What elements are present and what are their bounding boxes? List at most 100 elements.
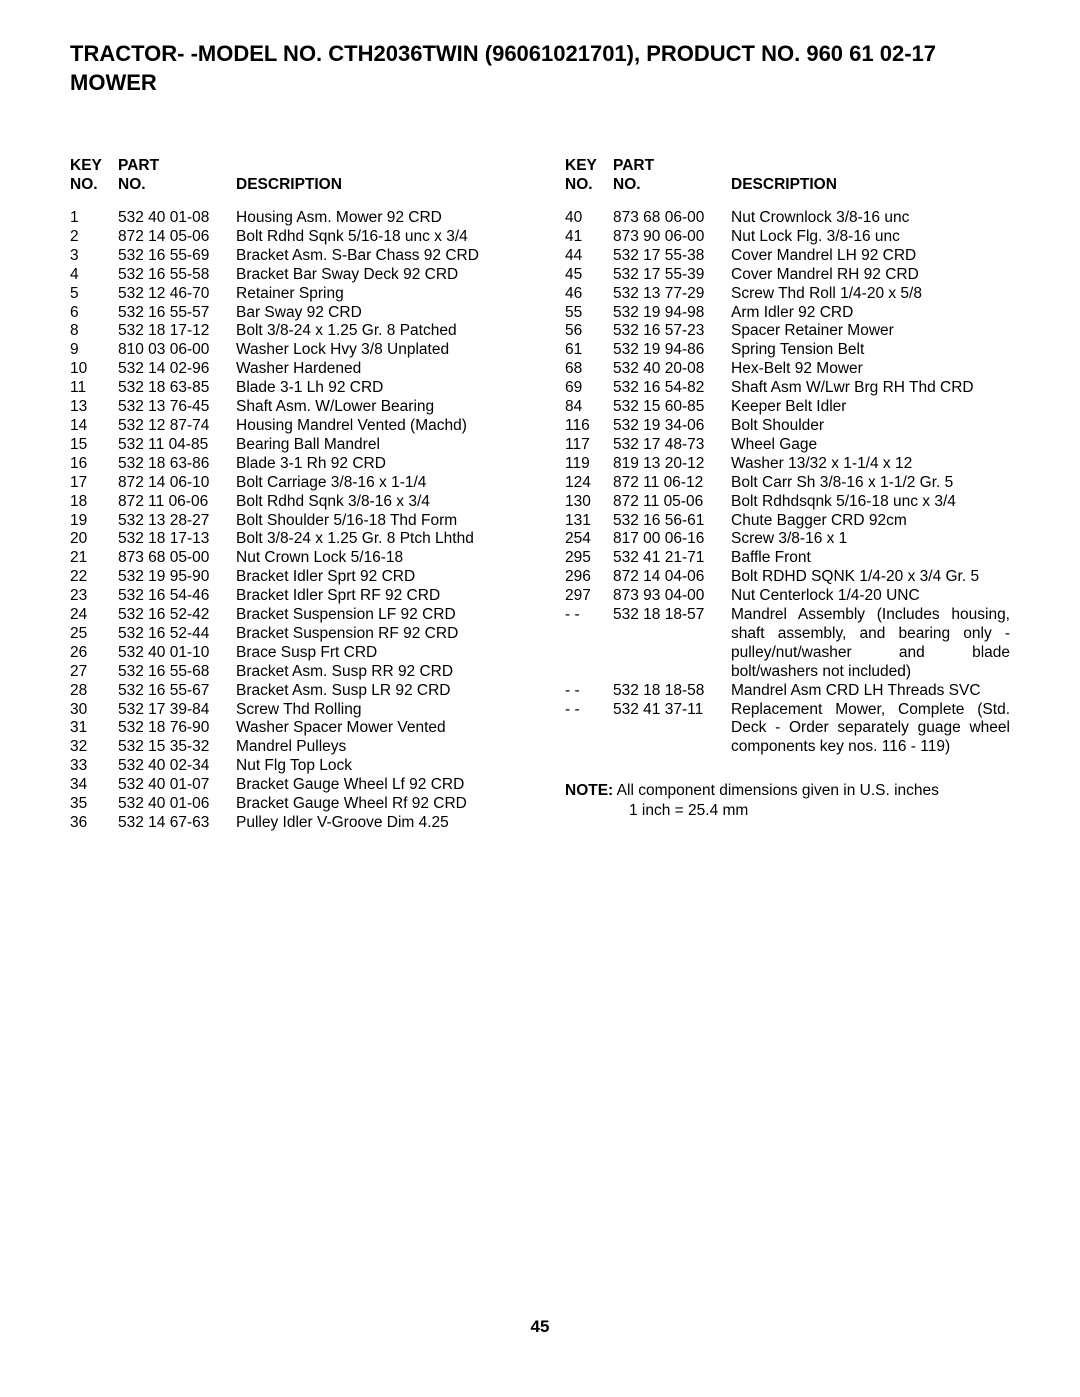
- table-row: 130872 11 05-06Bolt Rdhdsqnk 5/16-18 unc…: [565, 493, 1010, 512]
- note-text-2: 1 inch = 25.4 mm: [565, 801, 1010, 820]
- key-no: 69: [565, 379, 613, 398]
- description: Bolt RDHD SQNK 1/4-20 x 3/4 Gr. 5: [731, 568, 1010, 587]
- key-no: 130: [565, 493, 613, 512]
- key-no: 61: [565, 341, 613, 360]
- key-no: 1: [70, 209, 118, 228]
- key-no: 8: [70, 322, 118, 341]
- table-header: KEY NO. PART NO. DESCRIPTION: [565, 157, 1010, 195]
- table-row: 55532 19 94-98Arm Idler 92 CRD: [565, 304, 1010, 323]
- table-row: 44532 17 55-38Cover Mandrel LH 92 CRD: [565, 247, 1010, 266]
- table-row: 41873 90 06-00Nut Lock Flg. 3/8-16 unc: [565, 228, 1010, 247]
- part-no: 532 16 52-44: [118, 625, 236, 644]
- key-no: 24: [70, 606, 118, 625]
- hdr-key-2: NO.: [565, 176, 593, 193]
- key-no: 14: [70, 417, 118, 436]
- description: Bolt Rdhd Sqnk 3/8-16 x 3/4: [236, 493, 515, 512]
- part-no: 532 18 17-12: [118, 322, 236, 341]
- description: Washer 13/32 x 1-1/4 x 12: [731, 455, 1010, 474]
- table-row: 119819 13 20-12Washer 13/32 x 1-1/4 x 12: [565, 455, 1010, 474]
- part-no: 872 11 05-06: [613, 493, 731, 512]
- table-row: 28532 16 55-67Bracket Asm. Susp LR 92 CR…: [70, 682, 515, 701]
- key-no: 22: [70, 568, 118, 587]
- key-no: 5: [70, 285, 118, 304]
- key-no: 46: [565, 285, 613, 304]
- key-no: 254: [565, 530, 613, 549]
- part-no: 532 13 76-45: [118, 398, 236, 417]
- title-line-1: TRACTOR- -MODEL NO. CTH2036TWIN (9606102…: [70, 41, 936, 66]
- description: Bolt Carriage 3/8-16 x 1-1/4: [236, 474, 515, 493]
- table-row: 36532 14 67-63Pulley Idler V-Groove Dim …: [70, 814, 515, 833]
- key-no: 297: [565, 587, 613, 606]
- hdr-part-1: PART: [118, 157, 159, 174]
- part-no: 532 16 56-61: [613, 512, 731, 531]
- table-row: 21873 68 05-00Nut Crown Lock 5/16-18: [70, 549, 515, 568]
- key-no: 68: [565, 360, 613, 379]
- table-row: 17872 14 06-10Bolt Carriage 3/8-16 x 1-1…: [70, 474, 515, 493]
- part-no: 872 11 06-06: [118, 493, 236, 512]
- table-row: 117532 17 48-73Wheel Gage: [565, 436, 1010, 455]
- note-text-1: All component dimensions given in U.S. i…: [617, 782, 939, 799]
- part-no: 532 11 04-85: [118, 436, 236, 455]
- key-no: - -: [565, 606, 613, 682]
- key-no: 4: [70, 266, 118, 285]
- table-row: 40873 68 06-00Nut Crownlock 3/8-16 unc: [565, 209, 1010, 228]
- description: Bearing Ball Mandrel: [236, 436, 515, 455]
- part-no: 817 00 06-16: [613, 530, 731, 549]
- key-no: 10: [70, 360, 118, 379]
- table-row: 2872 14 05-06Bolt Rdhd Sqnk 5/16-18 unc …: [70, 228, 515, 247]
- part-no: 532 16 55-57: [118, 304, 236, 323]
- description: Arm Idler 92 CRD: [731, 304, 1010, 323]
- part-no: 532 16 55-69: [118, 247, 236, 266]
- part-no: 532 18 63-85: [118, 379, 236, 398]
- description: Chute Bagger CRD 92cm: [731, 512, 1010, 531]
- part-no: 532 12 87-74: [118, 417, 236, 436]
- key-no: 33: [70, 757, 118, 776]
- title-line-2: MOWER: [70, 70, 157, 95]
- table-row: 34532 40 01-07Bracket Gauge Wheel Lf 92 …: [70, 776, 515, 795]
- table-row: 13532 13 76-45Shaft Asm. W/Lower Bearing: [70, 398, 515, 417]
- part-no: 532 41 21-71: [613, 549, 731, 568]
- description: Nut Crown Lock 5/16-18: [236, 549, 515, 568]
- description: Pulley Idler V-Groove Dim 4.25: [236, 814, 515, 833]
- part-no: 810 03 06-00: [118, 341, 236, 360]
- description: Retainer Spring: [236, 285, 515, 304]
- key-no: 44: [565, 247, 613, 266]
- table-row: - -532 18 18-58Mandrel Asm CRD LH Thread…: [565, 682, 1010, 701]
- part-no: 532 40 01-08: [118, 209, 236, 228]
- description: Screw 3/8-16 x 1: [731, 530, 1010, 549]
- part-no: 532 19 94-86: [613, 341, 731, 360]
- key-no: 21: [70, 549, 118, 568]
- part-no: 872 11 06-12: [613, 474, 731, 493]
- table-row: - -532 41 37-11Replacement Mower, Comple…: [565, 701, 1010, 758]
- hdr-desc: DESCRIPTION: [731, 176, 837, 195]
- table-row: 68532 40 20-08Hex-Belt 92 Mower: [565, 360, 1010, 379]
- part-no: 532 15 60-85: [613, 398, 731, 417]
- key-no: 19: [70, 512, 118, 531]
- table-row: 25532 16 52-44Bracket Suspension RF 92 C…: [70, 625, 515, 644]
- key-no: 84: [565, 398, 613, 417]
- key-no: 295: [565, 549, 613, 568]
- description: Bolt 3/8-24 x 1.25 Gr. 8 Patched: [236, 322, 515, 341]
- key-no: 16: [70, 455, 118, 474]
- part-no: 532 18 76-90: [118, 719, 236, 738]
- description: Mandrel Asm CRD LH Threads SVC: [731, 682, 1010, 701]
- description: Bracket Suspension RF 92 CRD: [236, 625, 515, 644]
- table-row: 11532 18 63-85Blade 3-1 Lh 92 CRD: [70, 379, 515, 398]
- key-no: 27: [70, 663, 118, 682]
- table-row: 56532 16 57-23Spacer Retainer Mower: [565, 322, 1010, 341]
- part-no: 532 17 48-73: [613, 436, 731, 455]
- key-no: 56: [565, 322, 613, 341]
- key-no: 41: [565, 228, 613, 247]
- part-no: 532 17 55-38: [613, 247, 731, 266]
- table-row: 18872 11 06-06Bolt Rdhd Sqnk 3/8-16 x 3/…: [70, 493, 515, 512]
- key-no: 2: [70, 228, 118, 247]
- table-row: 14532 12 87-74Housing Mandrel Vented (Ma…: [70, 417, 515, 436]
- table-row: 5532 12 46-70Retainer Spring: [70, 285, 515, 304]
- key-no: 6: [70, 304, 118, 323]
- key-no: 40: [565, 209, 613, 228]
- description: Keeper Belt Idler: [731, 398, 1010, 417]
- parts-columns: KEY NO. PART NO. DESCRIPTION 1532 40 01-…: [70, 157, 1010, 833]
- note-label: NOTE:: [565, 782, 613, 799]
- part-no: 532 16 54-82: [613, 379, 731, 398]
- left-column: KEY NO. PART NO. DESCRIPTION 1532 40 01-…: [70, 157, 515, 833]
